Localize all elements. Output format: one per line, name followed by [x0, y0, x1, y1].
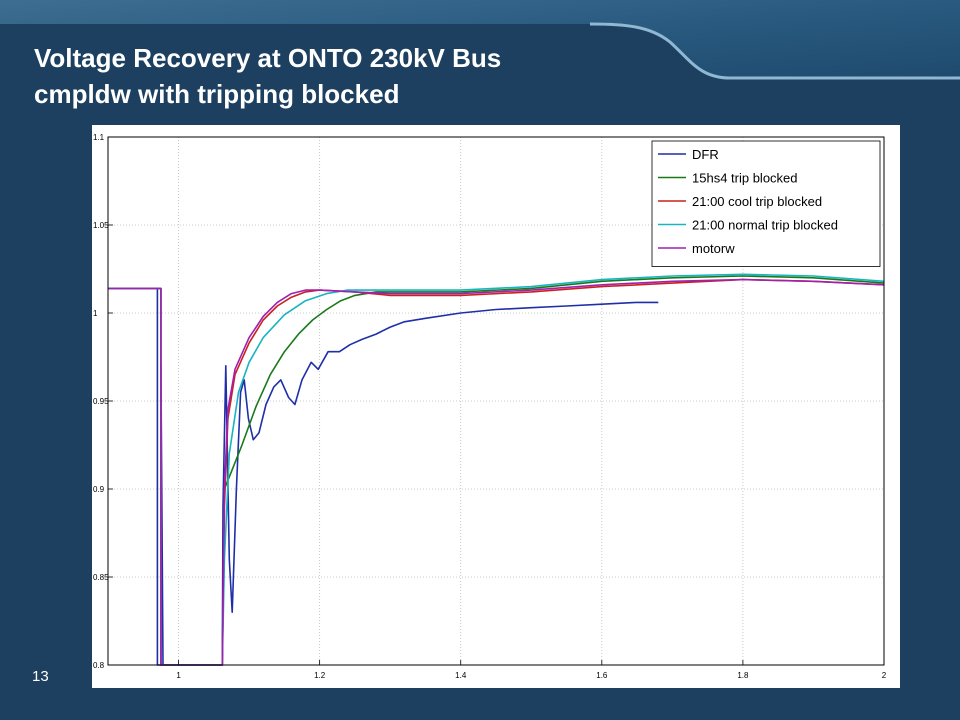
legend-label: motorw	[692, 241, 735, 256]
y-tick-label: 0.95	[93, 397, 109, 406]
y-tick-label: 0.85	[93, 573, 109, 582]
series-lines	[108, 273, 885, 666]
voltage-chart: 1 1.2 1.4 1.6 1.8 2 0.8 0.85 0.9 0.95 1 1.05 1.1 DFR…	[93, 133, 887, 680]
y-tick-label: 0.8	[93, 661, 105, 670]
slide-title-line-1: Voltage Recovery at ONTO 230kV Bus	[34, 43, 502, 73]
legend-label: 21:00 cool trip blocked	[692, 194, 822, 209]
series-line-dfr	[108, 287, 659, 666]
legend-label: 21:00 normal trip blocked	[692, 218, 838, 233]
x-tick-label: 2	[882, 671, 887, 680]
series-line-motorw	[108, 278, 885, 666]
x-tick-label: 1.2	[314, 671, 326, 680]
y-tick-label: 0.9	[93, 485, 105, 494]
legend-label: 15hs4 trip blocked	[692, 171, 798, 186]
legend: DFR 15hs4 trip blocked 21:00 cool trip blo…	[651, 140, 881, 267]
slide-title-line-2: cmpldw with tripping blocked	[34, 79, 400, 109]
x-tick-label: 1.6	[596, 671, 608, 680]
page-number: 13	[32, 668, 49, 685]
x-tick-label: 1.4	[455, 671, 467, 680]
axis-ticks: 1 1.2 1.4 1.6 1.8 2 0.8 0.85 0.9 0.95 1 1.05 1.1	[93, 133, 887, 680]
slide-title: Voltage Recovery at ONTO 230kV Bus cmpld…	[34, 40, 501, 112]
legend-box	[651, 140, 881, 267]
x-tick-label: 1.8	[737, 671, 749, 680]
chart-figure: 1 1.2 1.4 1.6 1.8 2 0.8 0.85 0.9 0.95 1 1.05 1.1 DFR…	[92, 125, 900, 688]
y-tick-label: 1.05	[93, 221, 109, 230]
title-banner	[0, 0, 960, 80]
x-tick-label: 1	[176, 671, 181, 680]
y-tick-label: 1.1	[93, 133, 105, 142]
y-tick-label: 1	[93, 309, 98, 318]
legend-label: DFR	[692, 147, 719, 162]
